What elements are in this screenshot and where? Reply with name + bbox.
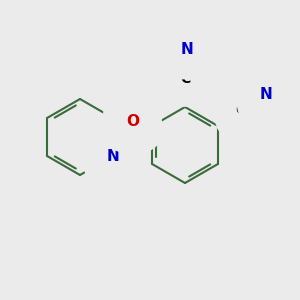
Text: O: O <box>126 115 139 130</box>
Text: C: C <box>236 103 246 117</box>
Text: N: N <box>260 87 272 102</box>
Text: N: N <box>181 41 194 56</box>
Text: N: N <box>106 148 119 164</box>
Text: C: C <box>180 72 190 86</box>
